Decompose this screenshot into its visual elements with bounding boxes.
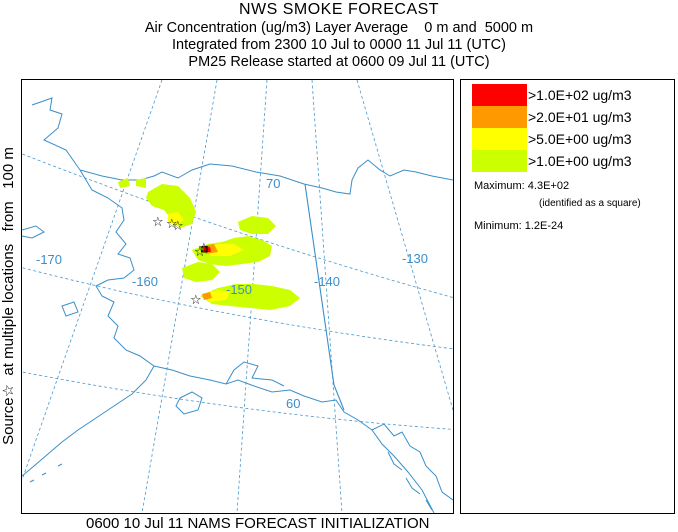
- concentration-description: Air Concentration (ug/m3) Layer Average …: [144, 20, 534, 36]
- legend-swatch: [472, 106, 527, 128]
- source-locations-label: Source☆ at multiple locations from 100 m: [0, 147, 17, 445]
- plume-north-small-2: [136, 178, 146, 188]
- label-lon-160: -160: [132, 274, 158, 289]
- label-lat-60: 60: [286, 396, 300, 411]
- legend-entry-5: >5.0E+00 ug/m3: [472, 128, 672, 150]
- legend-label: >2.0E+01 ug/m3: [528, 109, 632, 125]
- legend-swatch: [472, 84, 527, 106]
- legend-label: >1.0E+00 ug/m3: [528, 153, 632, 169]
- nunivak-island: [61, 301, 79, 317]
- graticule-lat-60: [22, 371, 453, 430]
- legend-entry-100: >1.0E+02 ug/m3: [472, 84, 672, 106]
- maximum-square: [201, 246, 208, 253]
- graticule-lat-70: [22, 153, 453, 298]
- source-star: ☆: [198, 241, 210, 256]
- label-lat-70: 70: [266, 176, 280, 191]
- legend-maximum-note: (identified as a square): [539, 198, 641, 209]
- southeast-panhandle: [371, 423, 453, 501]
- cook-inlet: [225, 361, 285, 387]
- release-start: PM25 Release started at 0600 09 Jul 11 (…: [188, 54, 490, 70]
- map-canvas: ☆ ☆ ☆ ☆ ☆ ☆ 70 60 -170 -160 -150 -140 -1…: [22, 80, 453, 513]
- source-star: ☆: [190, 293, 202, 308]
- label-lon-150: -150: [226, 282, 252, 297]
- legend-maximum: Maximum: 4.3E+02: [474, 180, 570, 192]
- source-star: ☆: [194, 245, 206, 260]
- alaska-coastline: [31, 97, 453, 195]
- legend-label: >1.0E+02 ug/m3: [528, 87, 632, 103]
- legend-entry-20: >2.0E+01 ug/m3: [472, 106, 672, 128]
- plume-north-small: [118, 178, 130, 188]
- legend-swatch: [472, 128, 527, 150]
- legend-minimum: Minimum: 1.2E-24: [474, 220, 564, 232]
- alaska-peninsula: [22, 365, 155, 477]
- plume-south-orange: [202, 292, 212, 300]
- plume-north: [146, 184, 196, 228]
- concentration-legend: >1.0E+02 ug/m3 >2.0E+01 ug/m3 >5.0E+00 u…: [460, 79, 675, 514]
- label-lon-170: -170: [36, 252, 62, 267]
- legend-swatch: [472, 150, 527, 172]
- label-lon-140: -140: [314, 274, 340, 289]
- smoke-plumes: [118, 178, 300, 310]
- graticule-lon-130: [356, 80, 453, 411]
- forecast-title: NWS SMOKE FORECAST: [238, 1, 440, 18]
- legend-entry-1: >1.0E+00 ug/m3: [472, 150, 672, 172]
- plume-central-east: [238, 216, 276, 234]
- source-star: ☆: [152, 215, 164, 230]
- label-lon-130: -130: [402, 251, 428, 266]
- source-star: ☆: [166, 217, 178, 232]
- graticule-lon-170: [22, 80, 163, 481]
- source-markers: ☆ ☆ ☆ ☆ ☆ ☆: [152, 215, 210, 308]
- kodiak-island: [175, 391, 203, 415]
- graticule-lon-140: [311, 80, 343, 513]
- plume-west: [182, 262, 220, 282]
- graticule-lat-65: [22, 267, 453, 350]
- aleutian-islands: [29, 463, 63, 483]
- source-star: ☆: [172, 219, 184, 234]
- panhandle-islands: [387, 451, 433, 511]
- st-lawrence-island: [22, 225, 45, 239]
- plume-north-core: [168, 212, 184, 226]
- graticule-lon-160: [141, 80, 218, 513]
- plume-south: [200, 284, 300, 310]
- legend-label: >5.0E+00 ug/m3: [528, 131, 632, 147]
- forecast-initialization: 0600 10 Jul 11 NAMS FORECAST INITIALIZAT…: [86, 515, 430, 532]
- smoke-map: ☆ ☆ ☆ ☆ ☆ ☆ 70 60 -170 -160 -150 -140 -1…: [21, 79, 454, 514]
- western-coast: [79, 169, 435, 513]
- integration-period: Integrated from 2300 10 Jul to 0000 11 J…: [172, 37, 506, 53]
- canada-alaska-border: [304, 183, 345, 411]
